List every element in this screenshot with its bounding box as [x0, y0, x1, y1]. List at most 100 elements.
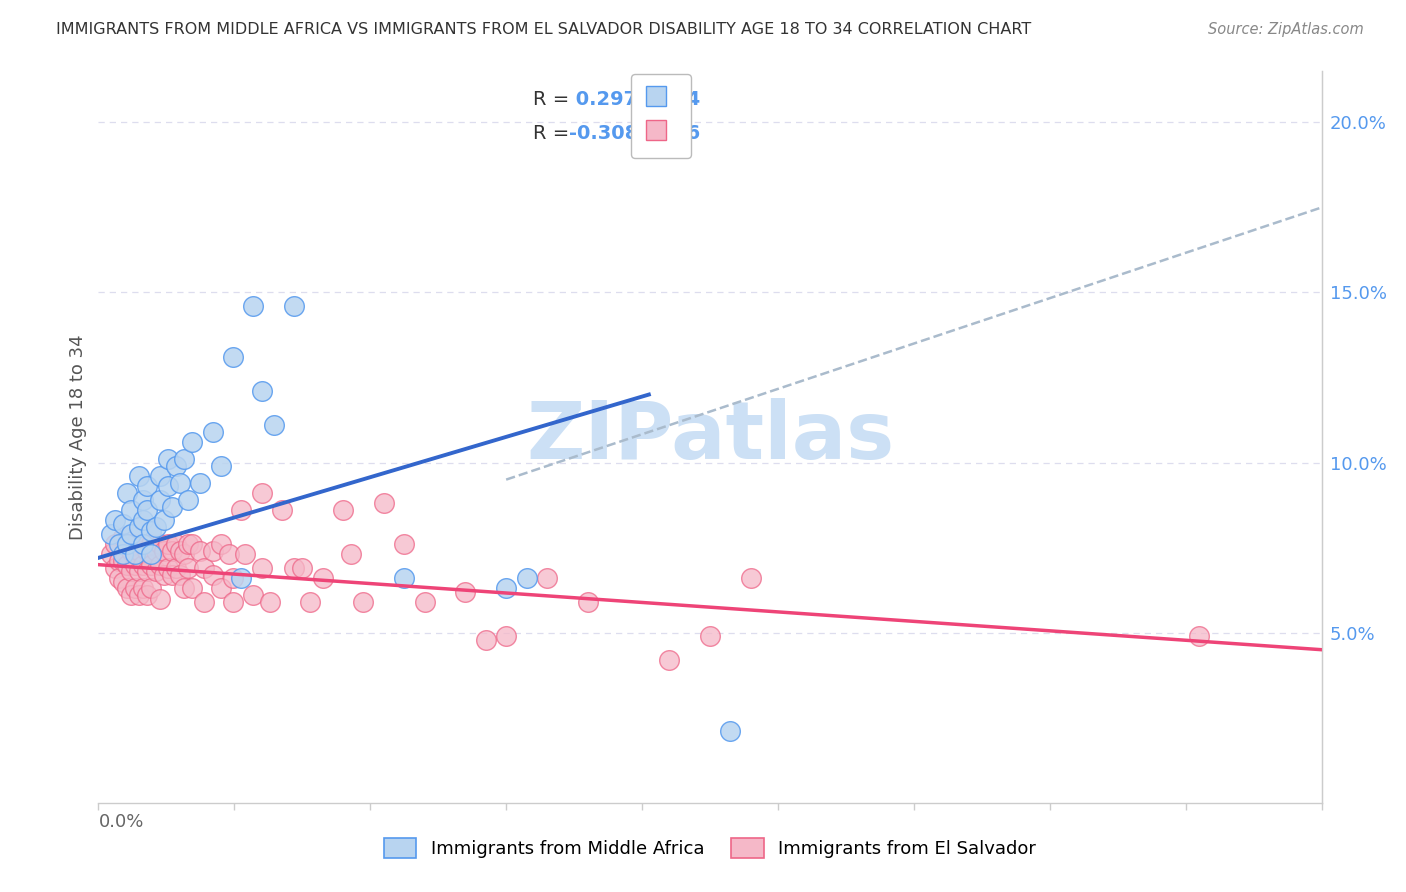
- Point: [104, 513, 127, 527]
- Point: [156, 479, 179, 493]
- Point: [132, 582, 155, 596]
- Point: [100, 527, 122, 541]
- Point: [658, 653, 681, 667]
- Point: [149, 493, 172, 508]
- Point: [495, 629, 517, 643]
- Point: [177, 561, 200, 575]
- Point: [173, 548, 195, 562]
- Point: [152, 567, 174, 582]
- Point: [141, 582, 163, 596]
- Point: [231, 503, 253, 517]
- Point: [413, 595, 436, 609]
- Point: [250, 561, 273, 575]
- Point: [115, 486, 138, 500]
- Point: [516, 571, 538, 585]
- Point: [165, 458, 187, 473]
- Point: [128, 588, 150, 602]
- Point: [132, 537, 155, 551]
- Point: [111, 554, 134, 568]
- Point: [188, 475, 212, 490]
- Point: [283, 561, 305, 575]
- Text: R =: R =: [533, 90, 569, 109]
- Point: [128, 520, 150, 534]
- Point: [115, 582, 138, 596]
- Point: [111, 548, 134, 562]
- Point: [720, 724, 742, 739]
- Text: Source: ZipAtlas.com: Source: ZipAtlas.com: [1208, 22, 1364, 37]
- Point: [332, 503, 354, 517]
- Point: [136, 503, 159, 517]
- Point: [283, 299, 305, 313]
- Point: [152, 544, 174, 558]
- Point: [201, 567, 224, 582]
- Point: [392, 571, 416, 585]
- Point: [169, 544, 191, 558]
- Point: [132, 493, 155, 508]
- Point: [124, 558, 146, 572]
- Point: [209, 537, 232, 551]
- Point: [108, 571, 131, 585]
- Point: [132, 537, 155, 551]
- Point: [104, 537, 127, 551]
- Point: [193, 595, 215, 609]
- Point: [149, 537, 172, 551]
- Text: N =: N =: [630, 90, 686, 109]
- Point: [128, 469, 150, 483]
- Point: [299, 595, 322, 609]
- Point: [576, 595, 599, 609]
- Point: [111, 531, 134, 545]
- Point: [1188, 629, 1211, 643]
- Point: [193, 561, 215, 575]
- Point: [141, 558, 163, 572]
- Point: [181, 537, 204, 551]
- Point: [160, 544, 183, 558]
- Point: [177, 537, 200, 551]
- Point: [495, 582, 517, 596]
- Point: [120, 588, 142, 602]
- Point: [156, 537, 179, 551]
- Text: ZIPatlas: ZIPatlas: [526, 398, 894, 476]
- Point: [454, 585, 477, 599]
- Point: [124, 537, 146, 551]
- Point: [160, 500, 183, 514]
- Point: [233, 548, 256, 562]
- Point: [145, 520, 167, 534]
- Point: [128, 544, 150, 558]
- Text: N =: N =: [630, 124, 686, 143]
- Point: [231, 571, 253, 585]
- Point: [115, 537, 138, 551]
- Point: [141, 524, 163, 538]
- Point: [536, 571, 558, 585]
- Point: [149, 591, 172, 606]
- Point: [312, 571, 335, 585]
- Point: [169, 475, 191, 490]
- Text: -0.308: -0.308: [569, 124, 638, 143]
- Point: [149, 558, 172, 572]
- Point: [141, 537, 163, 551]
- Text: 0.0%: 0.0%: [98, 813, 143, 831]
- Point: [132, 513, 155, 527]
- Point: [111, 574, 134, 589]
- Point: [156, 561, 179, 575]
- Point: [181, 582, 204, 596]
- Point: [218, 548, 240, 562]
- Point: [188, 544, 212, 558]
- Text: 44: 44: [673, 90, 700, 109]
- Point: [242, 299, 264, 313]
- Point: [124, 582, 146, 596]
- Text: IMMIGRANTS FROM MIDDLE AFRICA VS IMMIGRANTS FROM EL SALVADOR DISABILITY AGE 18 T: IMMIGRANTS FROM MIDDLE AFRICA VS IMMIGRA…: [56, 22, 1032, 37]
- Point: [699, 629, 721, 643]
- Point: [160, 567, 183, 582]
- Point: [209, 458, 232, 473]
- Point: [222, 350, 245, 364]
- Point: [111, 516, 134, 531]
- Point: [740, 571, 762, 585]
- Point: [136, 588, 159, 602]
- Point: [100, 548, 122, 562]
- Point: [201, 425, 224, 439]
- Point: [169, 567, 191, 582]
- Point: [128, 565, 150, 579]
- Point: [132, 558, 155, 572]
- Point: [373, 496, 395, 510]
- Point: [222, 571, 245, 585]
